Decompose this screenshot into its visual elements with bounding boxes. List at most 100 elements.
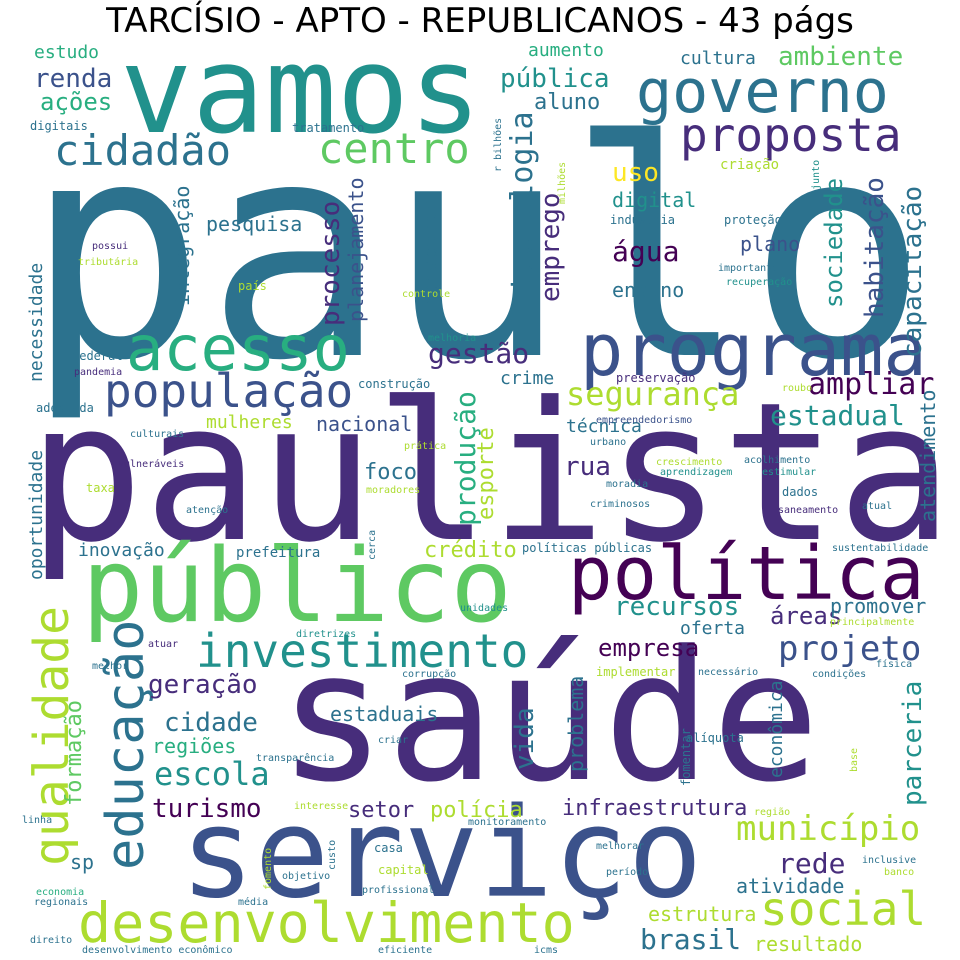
word-nacional: nacional bbox=[316, 412, 413, 436]
word-r-bilhoes: r bilhões bbox=[493, 117, 504, 172]
word-atendimento: atendimento bbox=[916, 389, 940, 522]
word-empresa: empresa bbox=[598, 634, 700, 662]
word-base: base bbox=[849, 747, 860, 772]
word-milhoes: milhões bbox=[557, 161, 568, 204]
word-cidadao: cidadão bbox=[54, 126, 232, 175]
word-inovacao: inovação bbox=[78, 540, 165, 561]
word-publica: pública bbox=[500, 64, 610, 94]
word-atuar: atuar bbox=[148, 639, 179, 650]
word-melhor: melhor bbox=[92, 661, 129, 672]
word-cerca: cerca bbox=[367, 529, 378, 560]
word-recuperacao: recuperação bbox=[726, 277, 793, 288]
word-transporte: transporte bbox=[418, 199, 442, 320]
word-implementar: implementar bbox=[596, 665, 676, 679]
word-melhorar: melhorar bbox=[596, 841, 645, 852]
word-crime: crime bbox=[500, 368, 555, 389]
page-title: TARCÍSIO - APTO - REPUBLICANOS - 43 págs bbox=[106, 1, 854, 41]
word-acoes: ações bbox=[40, 88, 113, 116]
word-construcao: construção bbox=[358, 377, 431, 391]
word-federal: federal bbox=[72, 349, 123, 363]
word-desenvolvimento-economico: desenvolvimento econômico bbox=[82, 945, 233, 956]
word-gestao: gestão bbox=[428, 337, 530, 370]
word-roubo: roubo bbox=[782, 383, 813, 394]
word-turismo: turismo bbox=[152, 794, 262, 824]
word-regiao: região bbox=[754, 807, 791, 818]
word-saneamento: saneamento bbox=[778, 505, 839, 516]
word-rua: rua bbox=[564, 452, 611, 482]
word-diretrizes: diretrizes bbox=[296, 629, 357, 640]
word-junto: junto bbox=[811, 159, 822, 190]
word-moradia: moradia bbox=[606, 479, 649, 490]
word-projeto: projeto bbox=[778, 629, 922, 669]
word-atual: atual bbox=[862, 501, 893, 512]
word-regionais: regionais bbox=[34, 897, 89, 908]
word-digital: digital bbox=[612, 188, 697, 212]
word-estaduais: estaduais bbox=[330, 702, 439, 726]
word-urbano: urbano bbox=[590, 437, 627, 448]
word-pesquisa: pesquisa bbox=[206, 212, 303, 236]
word-sociedade: sociedade bbox=[820, 177, 848, 308]
word-crescimento: crescimento bbox=[656, 457, 723, 468]
word-paulo: paulo bbox=[25, 77, 929, 426]
word-rede: rede bbox=[778, 847, 846, 880]
word-formacao: formação bbox=[62, 700, 87, 806]
word-prefeitura: prefeitura bbox=[236, 545, 321, 561]
word-promover: promover bbox=[830, 594, 927, 618]
word-mulheres: mulheres bbox=[206, 412, 293, 433]
word-fomentar: fomentar bbox=[679, 728, 693, 786]
word-vamos: vamos bbox=[120, 22, 482, 161]
word-monitoramento: monitoramento bbox=[468, 817, 547, 828]
word-inclusive: inclusive bbox=[862, 855, 917, 866]
word-resultado: resultado bbox=[754, 932, 863, 956]
word-foco: foco bbox=[364, 460, 417, 485]
word-objetivo: objetivo bbox=[282, 871, 331, 882]
word-areas: áreas bbox=[770, 602, 843, 630]
word-dados: dados bbox=[782, 485, 819, 499]
word-pratica: prática bbox=[404, 441, 447, 452]
word-vulneraveis: vulneráveis bbox=[118, 459, 185, 470]
word-estimular: estimular bbox=[762, 467, 817, 478]
word-protecao: proteção bbox=[724, 213, 782, 227]
word-centro: centro bbox=[318, 124, 470, 173]
word-periodo: período bbox=[606, 867, 649, 878]
word-moradores: moradores bbox=[366, 485, 421, 496]
word-aprendizagem: aprendizagem bbox=[660, 467, 733, 478]
word-preservacao: preservação bbox=[616, 371, 696, 385]
word-social: social bbox=[760, 882, 927, 936]
word-habitacao: habitação bbox=[860, 177, 890, 318]
word-eficiente: eficiente bbox=[378, 945, 433, 956]
word-estadual: estadual bbox=[770, 399, 905, 432]
word-adequada: adequada bbox=[36, 401, 94, 415]
word-custo: custo bbox=[327, 839, 338, 870]
word-oferta: oferta bbox=[680, 618, 746, 639]
word-ambiente: ambiente bbox=[778, 42, 904, 72]
word-possui: possui bbox=[92, 241, 129, 252]
word-interesse: interesse bbox=[294, 801, 349, 812]
word-media: média bbox=[238, 897, 269, 908]
word-servico: serviço bbox=[180, 782, 703, 926]
word-fomento: fomento bbox=[263, 847, 274, 890]
word-economia: economia bbox=[36, 887, 85, 898]
word-ampliar: ampliar bbox=[808, 367, 935, 402]
word-setor: setor bbox=[348, 798, 415, 823]
word-desenvolvimento: desenvolvimento bbox=[78, 891, 575, 955]
word-geracao: geração bbox=[148, 670, 258, 700]
word-regioes: regiões bbox=[152, 734, 237, 758]
word-infraestrutura: infraestrutura bbox=[562, 796, 748, 821]
word-escola: escola bbox=[154, 755, 270, 793]
word-pais: país bbox=[238, 279, 267, 293]
word-tecnologia: tecnologia bbox=[505, 111, 540, 292]
word-emprego: emprego bbox=[536, 192, 566, 302]
word-criacao: criação bbox=[720, 157, 780, 173]
word-policia: polícia bbox=[430, 798, 523, 823]
word-acesso: acesso bbox=[126, 312, 350, 385]
word-credito: crédito bbox=[424, 538, 517, 563]
word-profissional: profissional bbox=[362, 885, 435, 896]
word-digitais: digitais bbox=[30, 119, 88, 133]
word-educacao: educação bbox=[96, 619, 156, 870]
word-cidade: cidade bbox=[164, 708, 258, 738]
word-processo: processo bbox=[316, 200, 346, 326]
word-programa: programa bbox=[580, 308, 927, 392]
word-fisica: física bbox=[876, 659, 913, 670]
word-transparencia: transparência bbox=[256, 753, 335, 764]
